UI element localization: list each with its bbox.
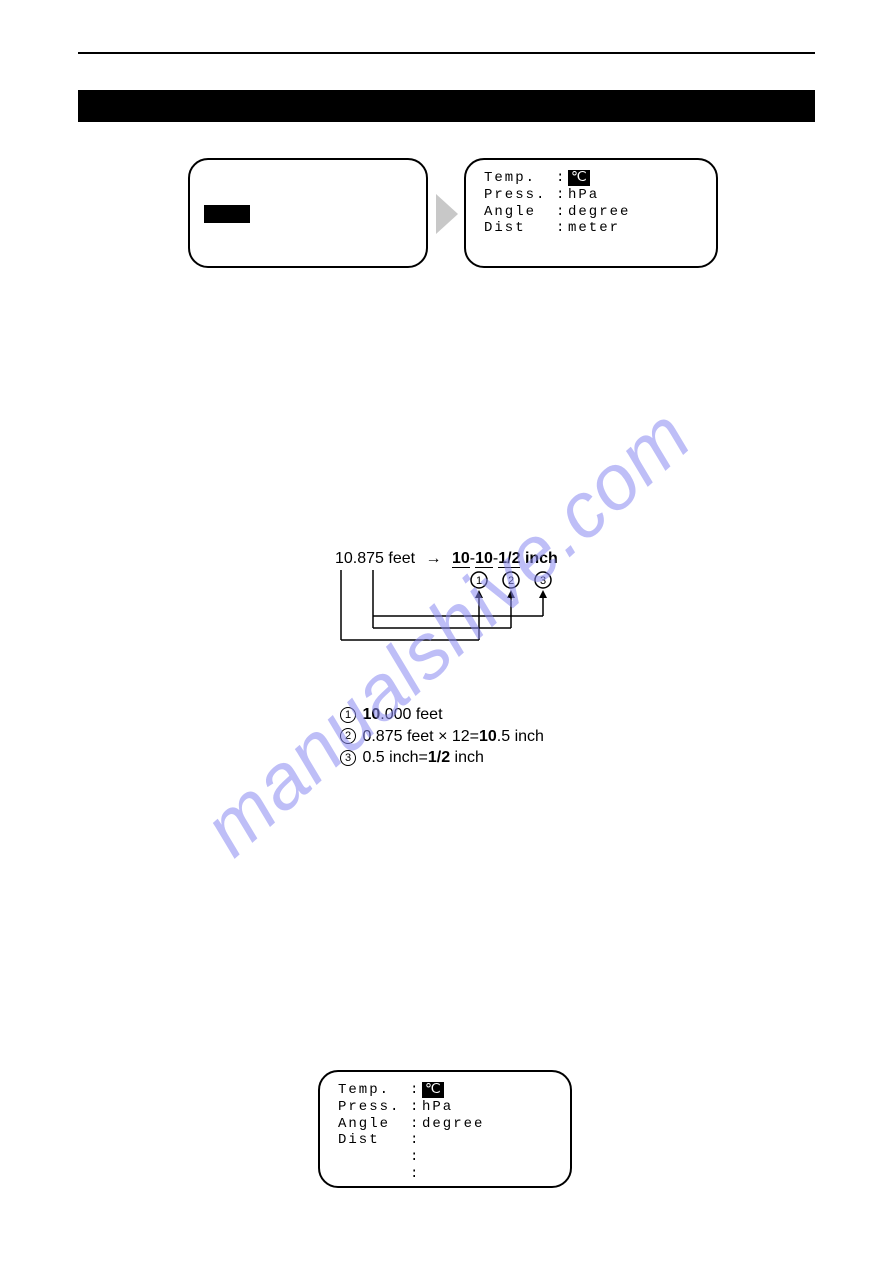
kv-key: Press. bbox=[484, 187, 556, 204]
kv-row: Angle:degree bbox=[484, 204, 702, 221]
kv-sep: : bbox=[556, 187, 568, 204]
kv-val: hPa bbox=[568, 187, 599, 204]
kv-sep: : bbox=[410, 1149, 422, 1166]
kv-key: Press. bbox=[338, 1099, 410, 1116]
svg-text:1: 1 bbox=[476, 575, 482, 587]
kv-sep: : bbox=[410, 1082, 422, 1099]
kv-sep: : bbox=[410, 1099, 422, 1116]
conv-left-value: 10.875 feet bbox=[335, 550, 415, 567]
kv-row: : bbox=[338, 1166, 556, 1183]
kv-val: ℃ bbox=[568, 170, 590, 187]
screen-right: Temp.:℃Press.:hPaAngle:degreeDist:meter bbox=[464, 158, 718, 268]
breakdown-bold: 10 bbox=[362, 706, 380, 723]
kv-sep: : bbox=[556, 220, 568, 237]
kv-row: Angle:degree bbox=[338, 1116, 556, 1133]
cursor-bar bbox=[204, 205, 250, 223]
breakdown-bold: 10 bbox=[479, 728, 497, 745]
unit-list-bottom: Temp.:℃Press.:hPaAngle:degreeDist::: bbox=[320, 1072, 570, 1193]
kv-row: : bbox=[338, 1149, 556, 1166]
kv-row: Press.:hPa bbox=[484, 187, 702, 204]
svg-text:2: 2 bbox=[508, 575, 514, 587]
kv-key: Temp. bbox=[484, 170, 556, 187]
breakdown-line: 1 10.000 feet bbox=[340, 704, 544, 726]
kv-row: Temp.:℃ bbox=[338, 1082, 556, 1099]
conversion-svg: 1 2 3 bbox=[335, 570, 635, 648]
breakdown-bold: 1/2 bbox=[428, 749, 450, 766]
kv-row: Press.:hPa bbox=[338, 1099, 556, 1116]
kv-sep: : bbox=[556, 170, 568, 187]
kv-val: meter bbox=[568, 220, 620, 237]
top-rule bbox=[78, 52, 815, 54]
conv-arrow-glyph: → bbox=[426, 550, 442, 567]
breakdown-line: 3 0.5 inch=1/2 inch bbox=[340, 747, 544, 769]
kv-key: Temp. bbox=[338, 1082, 410, 1099]
kv-key bbox=[338, 1166, 410, 1183]
circled-number: 3 bbox=[340, 750, 356, 766]
kv-sep: : bbox=[556, 204, 568, 221]
kv-sep: : bbox=[410, 1132, 422, 1149]
breakdown-post: inch bbox=[450, 749, 484, 766]
kv-row: Temp.:℃ bbox=[484, 170, 702, 187]
breakdown-post: .000 feet bbox=[380, 706, 442, 723]
conv-part-3: 1/2 bbox=[498, 550, 520, 568]
kv-val: degree bbox=[568, 204, 630, 221]
section-bar bbox=[78, 90, 815, 122]
breakdown-pre: 0.5 inch= bbox=[362, 749, 427, 766]
kv-val: ℃ bbox=[422, 1082, 444, 1099]
kv-val: hPa bbox=[422, 1099, 453, 1116]
arrow-right-icon bbox=[436, 194, 458, 234]
conv-part-1: 10 bbox=[452, 550, 470, 568]
kv-sep: : bbox=[410, 1166, 422, 1183]
kv-key: Dist bbox=[484, 220, 556, 237]
svg-text:3: 3 bbox=[540, 575, 546, 587]
screen-bottom: Temp.:℃Press.:hPaAngle:degreeDist::: bbox=[318, 1070, 572, 1188]
circled-number: 1 bbox=[340, 707, 356, 723]
circled-number: 2 bbox=[340, 728, 356, 744]
conversion-breakdown: 1 10.000 feet2 0.875 feet × 12=10.5 inch… bbox=[340, 704, 544, 769]
kv-key bbox=[338, 1149, 410, 1166]
kv-val: degree bbox=[422, 1116, 484, 1133]
conversion-headline: 10.875 feet → 10-10-1/2 inch bbox=[335, 550, 695, 568]
conv-part-2: 10 bbox=[475, 550, 493, 568]
breakdown-pre: 0.875 feet × 12= bbox=[362, 728, 479, 745]
breakdown-post: .5 inch bbox=[497, 728, 544, 745]
kv-key: Angle bbox=[484, 204, 556, 221]
kv-key: Angle bbox=[338, 1116, 410, 1133]
kv-row: Dist: bbox=[338, 1132, 556, 1149]
kv-key: Dist bbox=[338, 1132, 410, 1149]
unit-list: Temp.:℃Press.:hPaAngle:degreeDist:meter bbox=[466, 160, 716, 247]
conv-unit: inch bbox=[525, 550, 558, 567]
conversion-diagram: 10.875 feet → 10-10-1/2 inch 1 2 3 bbox=[335, 550, 695, 648]
breakdown-line: 2 0.875 feet × 12=10.5 inch bbox=[340, 726, 544, 748]
kv-row: Dist:meter bbox=[484, 220, 702, 237]
screen-left bbox=[188, 158, 428, 268]
kv-sep: : bbox=[410, 1116, 422, 1133]
